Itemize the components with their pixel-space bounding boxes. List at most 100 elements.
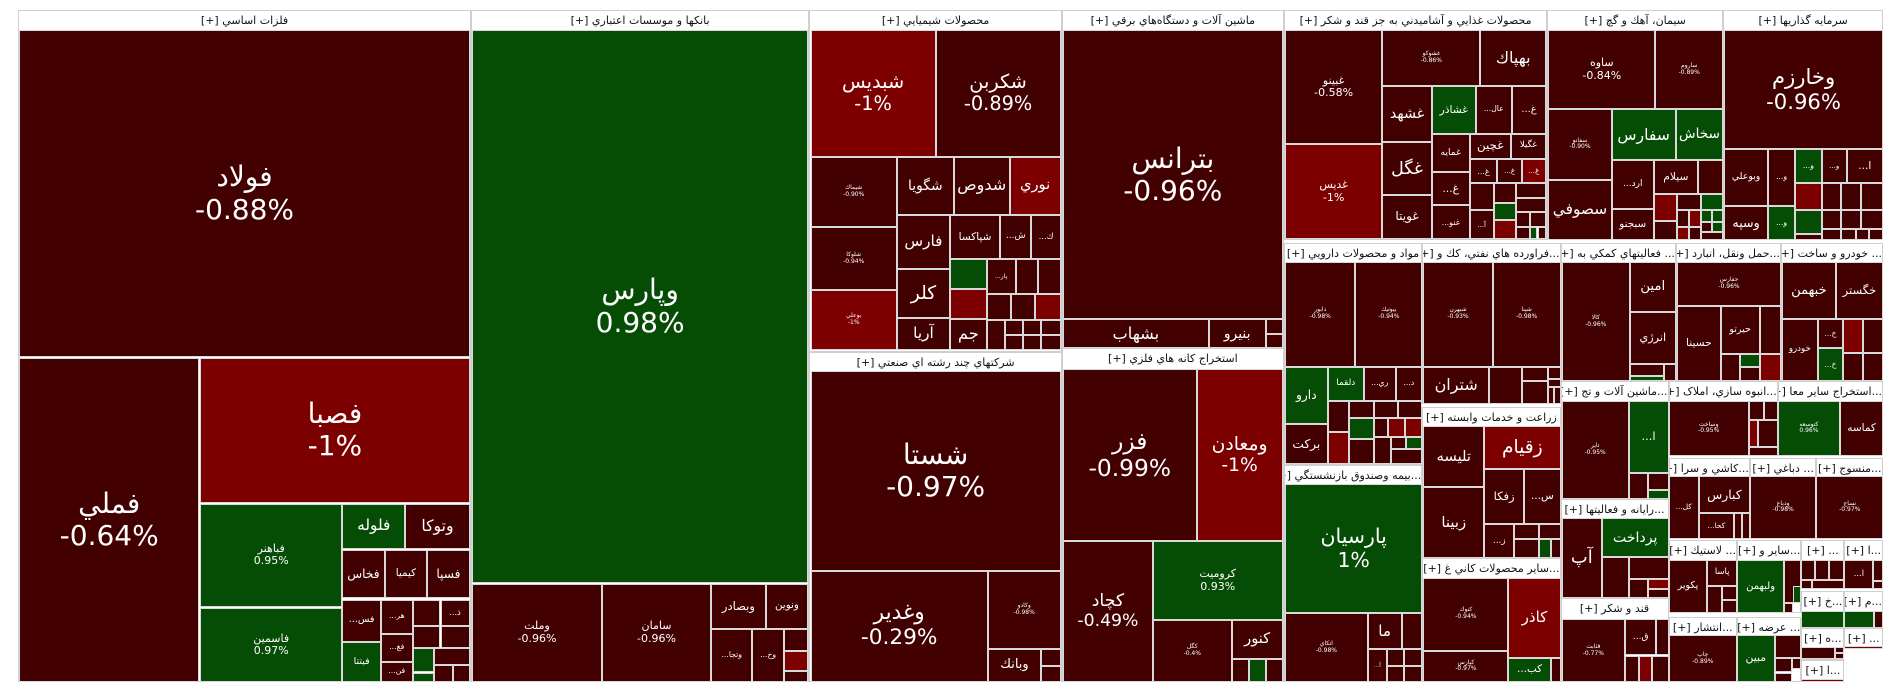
stock-tile[interactable] <box>1740 354 1760 367</box>
sector-header-expand[interactable]: ... فعاليتهاي كمكي به [+] <box>1561 246 1675 260</box>
stock-tile[interactable]: كاذر <box>1508 577 1561 658</box>
stock-tile[interactable]: نساج -0.97% <box>1816 475 1884 539</box>
stock-tile[interactable]: پكوير <box>1668 559 1708 613</box>
stock-tile[interactable] <box>1514 524 1539 539</box>
stock-tile[interactable]: خبهمن <box>1782 262 1836 320</box>
stock-tile[interactable] <box>1514 538 1539 559</box>
stock-tile[interactable] <box>1651 655 1669 683</box>
stock-tile[interactable]: ...غ <box>1431 172 1470 206</box>
stock-tile[interactable] <box>412 648 435 673</box>
stock-tile[interactable]: آپ <box>1561 518 1602 599</box>
stock-tile[interactable] <box>1530 212 1546 227</box>
stock-tile[interactable] <box>1844 645 1884 650</box>
stock-tile[interactable] <box>1763 400 1778 420</box>
stock-tile[interactable] <box>1628 473 1648 499</box>
stock-tile[interactable] <box>1388 417 1406 437</box>
sector-header-expand[interactable]: محصولات شيميايي [+] <box>881 13 990 27</box>
stock-tile[interactable]: ...كحا <box>1698 513 1734 539</box>
stock-tile[interactable] <box>1742 513 1750 539</box>
stock-tile[interactable]: ...فن <box>381 661 413 683</box>
stock-tile[interactable]: شتران <box>1423 366 1489 405</box>
stock-tile[interactable]: ...ك <box>1031 214 1061 259</box>
stock-tile[interactable] <box>1515 183 1546 198</box>
stock-tile[interactable] <box>986 320 1005 350</box>
stock-tile[interactable] <box>1629 364 1664 377</box>
stock-tile[interactable]: جم <box>950 319 987 350</box>
stock-tile[interactable]: ونوين <box>765 583 809 629</box>
stock-tile[interactable]: فخاس <box>342 549 385 599</box>
stock-tile[interactable] <box>1488 366 1522 405</box>
sector-header-expand[interactable]: ... عرضه [+] <box>1737 620 1801 634</box>
stock-tile[interactable] <box>1041 335 1061 350</box>
sector-header-expand[interactable]: زراعت و خدمات وابسته [+] <box>1425 410 1557 424</box>
stock-tile[interactable] <box>1841 229 1857 241</box>
stock-tile[interactable]: شپنا -0.98% <box>1492 262 1561 367</box>
stock-tile[interactable] <box>1654 194 1678 221</box>
stock-tile[interactable] <box>1856 229 1870 241</box>
sector-header-expand[interactable]: مواد و محصولات دارويي [+] <box>1286 246 1420 260</box>
stock-tile[interactable]: وتوكا <box>405 503 470 549</box>
stock-tile[interactable] <box>1647 588 1669 599</box>
stock-tile[interactable] <box>950 288 987 320</box>
stock-tile[interactable] <box>1689 210 1702 227</box>
stock-tile[interactable]: شستا -0.97% <box>810 371 1061 571</box>
stock-tile[interactable] <box>434 665 453 683</box>
sector-header-expand[interactable]: ...ساير و [+] <box>1738 544 1801 558</box>
stock-tile[interactable]: سفانو -0.90% <box>1548 109 1612 180</box>
sector-header-expand[interactable]: ...استخراج ساير معا [+] <box>1778 385 1883 399</box>
sector-header-expand[interactable]: ...منسوج [+] <box>1817 461 1882 475</box>
stock-tile[interactable]: ...خ <box>1817 319 1844 349</box>
stock-tile[interactable]: آريا <box>896 318 951 350</box>
sector-header-expand[interactable]: بانكها و موسسات اعتباري [+] <box>570 13 710 27</box>
stock-tile[interactable] <box>950 258 987 289</box>
stock-tile[interactable] <box>1401 613 1423 650</box>
stock-tile[interactable] <box>1721 586 1737 600</box>
stock-tile[interactable]: ...و <box>1768 149 1795 207</box>
sector-header-expand[interactable]: ماشين آلات و دستگاه‌هاي برقي [+] <box>1090 13 1256 27</box>
stock-tile[interactable] <box>1792 586 1802 604</box>
stock-tile[interactable]: كروميت 0.93% <box>1152 541 1283 621</box>
stock-tile[interactable]: بركت <box>1285 423 1328 464</box>
stock-tile[interactable] <box>1843 353 1863 382</box>
stock-tile[interactable]: ...غنو <box>1431 205 1470 240</box>
stock-tile[interactable]: پارسيان 1% <box>1285 484 1423 614</box>
stock-tile[interactable]: وبصادر <box>711 583 766 629</box>
stock-tile[interactable] <box>1720 354 1741 382</box>
stock-tile[interactable] <box>1843 319 1863 354</box>
stock-tile[interactable] <box>1004 320 1023 336</box>
stock-tile[interactable] <box>1759 354 1781 382</box>
sector-header-expand[interactable]: ...م [+] <box>1845 595 1883 609</box>
stock-tile[interactable] <box>1639 655 1652 683</box>
stock-tile[interactable]: حفارس -0.96% <box>1677 262 1781 306</box>
stock-tile[interactable] <box>1373 417 1389 437</box>
sector-header-expand[interactable]: ...ه [+] <box>1804 631 1842 645</box>
stock-tile[interactable]: كماسه <box>1840 400 1884 457</box>
stock-tile[interactable]: كگل -0.4% <box>1152 620 1232 683</box>
stock-tile[interactable]: كلر <box>896 269 951 319</box>
stock-tile[interactable] <box>1748 420 1759 447</box>
stock-tile[interactable]: سفارس <box>1611 109 1676 161</box>
sector-header-expand[interactable]: ...كاشي و سرا [+] <box>1670 461 1749 475</box>
stock-tile[interactable] <box>1387 666 1404 683</box>
stock-tile[interactable]: ...ارد <box>1611 160 1654 209</box>
stock-tile[interactable] <box>1860 183 1884 210</box>
stock-tile[interactable] <box>1538 538 1551 559</box>
stock-tile[interactable] <box>1873 559 1884 582</box>
stock-tile[interactable] <box>1801 580 1813 589</box>
stock-tile[interactable]: ...ري <box>1363 366 1396 401</box>
stock-tile[interactable] <box>1647 473 1669 491</box>
stock-tile[interactable] <box>1721 599 1737 613</box>
stock-tile[interactable] <box>1801 559 1816 581</box>
stock-tile[interactable] <box>1537 226 1546 240</box>
stock-tile[interactable]: ...وخ <box>752 628 784 683</box>
stock-tile[interactable] <box>1550 538 1561 559</box>
stock-tile[interactable] <box>1697 160 1724 195</box>
sector-header-expand[interactable]: ...بيمه وصندوق بازنشستگي [+] <box>1284 468 1422 482</box>
stock-tile[interactable]: غگل <box>1382 142 1432 196</box>
stock-tile[interactable]: ...فغ <box>381 633 413 662</box>
stock-tile[interactable] <box>1373 437 1391 464</box>
stock-tile[interactable] <box>1406 437 1423 450</box>
stock-tile[interactable]: شلوكا -0.94% <box>810 226 897 291</box>
sector-header-expand[interactable]: ...خ [+] <box>1803 595 1843 609</box>
stock-tile[interactable] <box>1015 258 1038 294</box>
